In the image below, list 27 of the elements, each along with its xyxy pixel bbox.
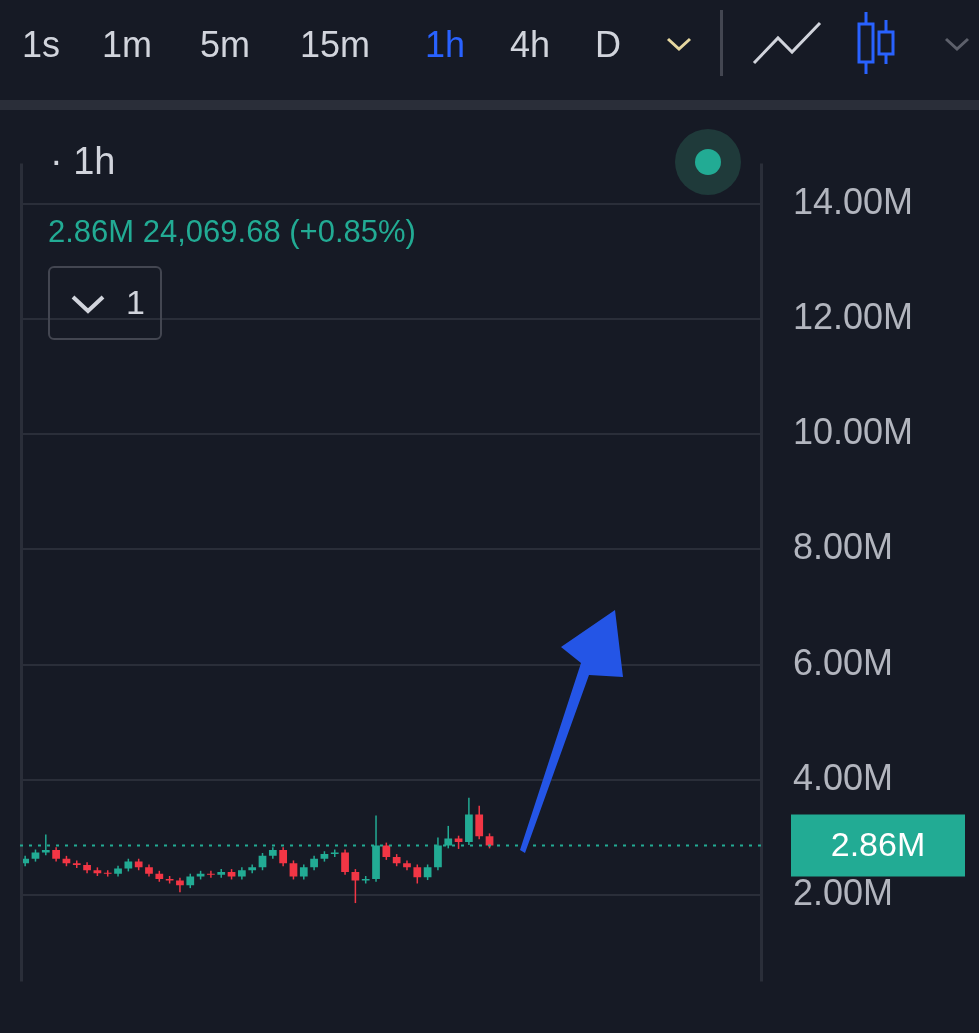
y-tick-label: 12.00M: [793, 296, 914, 338]
candlestick: [217, 868, 226, 879]
annotation: 1: [126, 283, 145, 322]
candlestick: [341, 848, 349, 876]
y-tick-label: 4.00M: [793, 756, 894, 798]
text: 1s: [22, 24, 61, 66]
y-tick-label: 6.00M: [793, 641, 894, 683]
text: 2.86M 24,069.68 (+0.85%): [48, 214, 416, 250]
candlestick: [475, 805, 484, 840]
candlestick: [248, 863, 257, 874]
y-tick-label: 2.00M: [793, 871, 894, 913]
y-tick-label: 14.00M: [793, 180, 914, 222]
y-tick-label: 8.00M: [793, 526, 894, 568]
text: D: [595, 24, 621, 66]
candlestick: [72, 859, 81, 869]
chart-title: · 1h: [50, 140, 116, 183]
candlestick: [413, 863, 422, 885]
candlestick: [351, 868, 360, 904]
text: 1h: [425, 24, 466, 66]
candlestick: [289, 859, 298, 881]
ref-line-label: 2.86M: [830, 824, 926, 863]
text: 4h: [510, 24, 551, 66]
text: 1m: [102, 24, 153, 66]
text: 5m: [200, 24, 251, 66]
y-tick-label: 10.00M: [793, 411, 914, 453]
candlestick: [279, 846, 288, 867]
text: 15m: [300, 24, 371, 66]
